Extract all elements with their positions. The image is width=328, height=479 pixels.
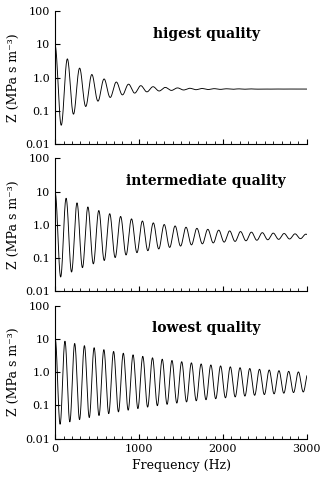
Y-axis label: Z (MPa s m⁻³): Z (MPa s m⁻³) (7, 33, 20, 122)
Text: intermediate quality: intermediate quality (126, 174, 286, 188)
Text: lowest quality: lowest quality (152, 321, 260, 335)
Text: higest quality: higest quality (153, 27, 260, 41)
X-axis label: Frequency (Hz): Frequency (Hz) (132, 459, 231, 472)
Y-axis label: Z (MPa s m⁻³): Z (MPa s m⁻³) (7, 181, 20, 269)
Y-axis label: Z (MPa s m⁻³): Z (MPa s m⁻³) (7, 328, 20, 416)
